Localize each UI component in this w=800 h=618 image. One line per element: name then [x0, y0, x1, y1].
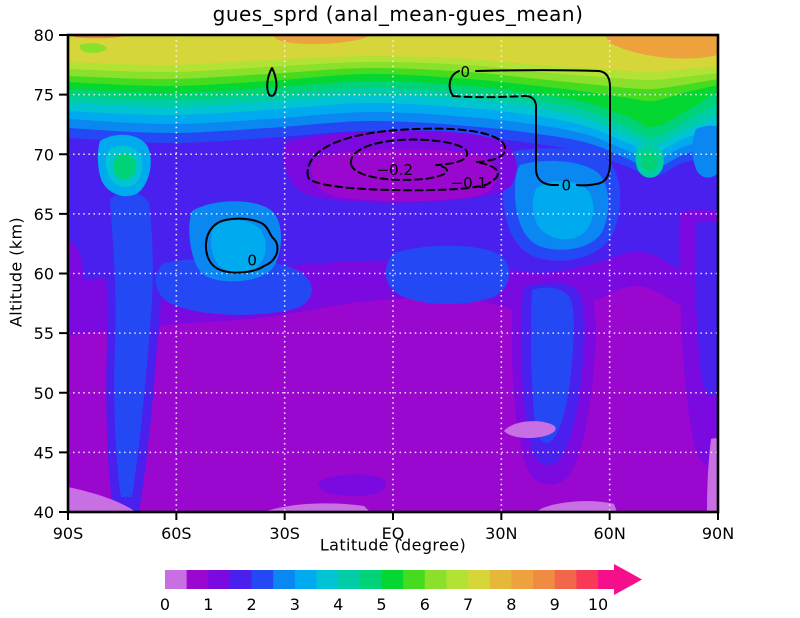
colorbar-segment-9 — [359, 570, 383, 589]
y-tick-label-50: 50 — [34, 384, 54, 403]
fill-region-left-cyan-core — [210, 220, 266, 273]
contour-label-0-1: 0 — [460, 63, 470, 81]
y-tick-label-70: 70 — [34, 145, 54, 164]
colorbar-segment-1 — [186, 570, 209, 589]
y-tick-label-60: 60 — [34, 265, 54, 284]
colorbar-segment-4 — [251, 570, 274, 589]
colorbar-segment-19 — [576, 570, 599, 589]
colorbar-segment-13 — [446, 570, 469, 589]
x-axis-title: Latitude (degree) — [319, 535, 467, 555]
y-tick-label-75: 75 — [34, 86, 54, 105]
contour-zero-right-hook — [448, 70, 460, 97]
contour-zero-right-a — [524, 95, 559, 186]
contour-zero-right-dashed — [452, 95, 526, 99]
colorbar-tick-label-0: 0 — [160, 595, 170, 614]
fill-region-orchid-bottom-center — [264, 503, 370, 512]
contour-minus02 — [349, 138, 469, 181]
contour-minus01 — [306, 127, 507, 192]
colorbar-segment-6 — [294, 570, 318, 589]
colorbar: 0 1 2 3 4 5 6 7 8 9 10 — [160, 564, 642, 614]
fill-region-orange-top-center — [273, 35, 370, 45]
fill-region-orchid-bottom-right — [536, 501, 617, 512]
plot-title: gues_sprd (anal_mean-gues_mean) — [212, 2, 584, 26]
filled-contour-field — [68, 35, 718, 513]
colorbar-segment-18 — [554, 570, 577, 589]
fill-region-green-dot-top-left — [79, 43, 107, 53]
y-tick-label-65: 65 — [34, 205, 54, 224]
contour-label-0-0: 0 — [247, 251, 257, 269]
colorbar-segment-5 — [273, 570, 296, 589]
colorbar-segment-8 — [338, 570, 361, 589]
fill-region-75S-column-core — [110, 192, 153, 497]
colorbar-tick-label-10: 10 — [588, 595, 608, 614]
colorbar-segment-16 — [511, 570, 534, 589]
colorbar-tick-label-2: 2 — [247, 595, 257, 614]
colorbar-segment-0 — [165, 570, 188, 589]
fill-region-orchid-right-edge — [707, 438, 718, 512]
fill-region-midleft-blue — [155, 258, 312, 315]
contour-label-0-2: 0 — [562, 176, 572, 194]
contour-zero-right-b — [475, 69, 611, 187]
fill-region-bottom-violet-lens — [317, 474, 386, 497]
fill-region-orange-top-right — [606, 35, 718, 59]
y-tick-label-40: 40 — [34, 503, 54, 522]
colorbar-tick-label-7: 7 — [463, 595, 473, 614]
colorbar-tick-label-8: 8 — [506, 595, 516, 614]
fill-region-right-blue-core — [532, 181, 594, 240]
colorbar-segment-7 — [316, 570, 339, 589]
colorbar-tick-label-6: 6 — [420, 595, 430, 614]
contour-labels: 0 0 0 −0.1 −0.2 — [247, 63, 571, 269]
colorbar-tick-label-4: 4 — [333, 595, 343, 614]
colorbar-segment-2 — [208, 570, 231, 589]
colorbar-overflow-arrow — [598, 564, 642, 595]
colorbar-segment-12 — [424, 570, 448, 589]
increment-contour-lines — [204, 67, 611, 274]
x-tick-label-60N: 60N — [594, 524, 626, 543]
x-tick-label-60S: 60S — [161, 524, 192, 543]
fill-region-left-edge-violet — [68, 241, 84, 313]
axis-ticks: 90S 60S 30S EQ 30N 60N 90N 40 45 50 55 60 65 70 75 80 — [34, 26, 735, 543]
contour-zero-teardrop — [266, 67, 278, 97]
colorbar-tick-label-1: 1 — [203, 595, 213, 614]
colorbar-tick-label-3: 3 — [290, 595, 300, 614]
fill-region-right-column-core — [695, 220, 718, 397]
contour-label--0.1-3: −0.1 — [451, 174, 487, 192]
y-tick-label-55: 55 — [34, 324, 54, 343]
fill-region-orchid-38N — [504, 421, 556, 439]
colorbar-segment-10 — [381, 570, 404, 589]
fill-band-12 — [68, 35, 718, 73]
fill-region-42N-column-core — [531, 287, 574, 443]
colorbar-segment-3 — [229, 570, 253, 589]
contour-label--0.2-4: −0.2 — [377, 161, 413, 179]
colorbar-segment-15 — [489, 570, 512, 589]
x-tick-label-30S: 30S — [269, 524, 300, 543]
contour-zero-left — [204, 217, 279, 274]
x-tick-label-EQ: EQ — [382, 524, 405, 543]
x-tick-label-90S: 90S — [53, 524, 84, 543]
colorbar-tick-label-5: 5 — [376, 595, 386, 614]
colorbar-segment-11 — [403, 570, 426, 589]
y-axis-title: Altitude (km) — [6, 216, 26, 328]
fill-region-orchid-bottom-left — [68, 487, 136, 512]
y-tick-label-80: 80 — [34, 26, 54, 45]
fill-region-right-edge-brightblue — [692, 125, 718, 178]
x-tick-label-90N: 90N — [702, 524, 734, 543]
colorbar-tick-label-9: 9 — [550, 595, 560, 614]
fill-region-70N-teal-core — [641, 150, 658, 172]
y-tick-label-45: 45 — [34, 443, 54, 462]
x-tick-label-30N: 30N — [485, 524, 517, 543]
colorbar-segment-14 — [468, 570, 491, 589]
fill-region-center-blue — [385, 245, 510, 304]
colorbar-segment-17 — [533, 570, 556, 589]
fill-region-75S-teal-core — [113, 153, 137, 180]
